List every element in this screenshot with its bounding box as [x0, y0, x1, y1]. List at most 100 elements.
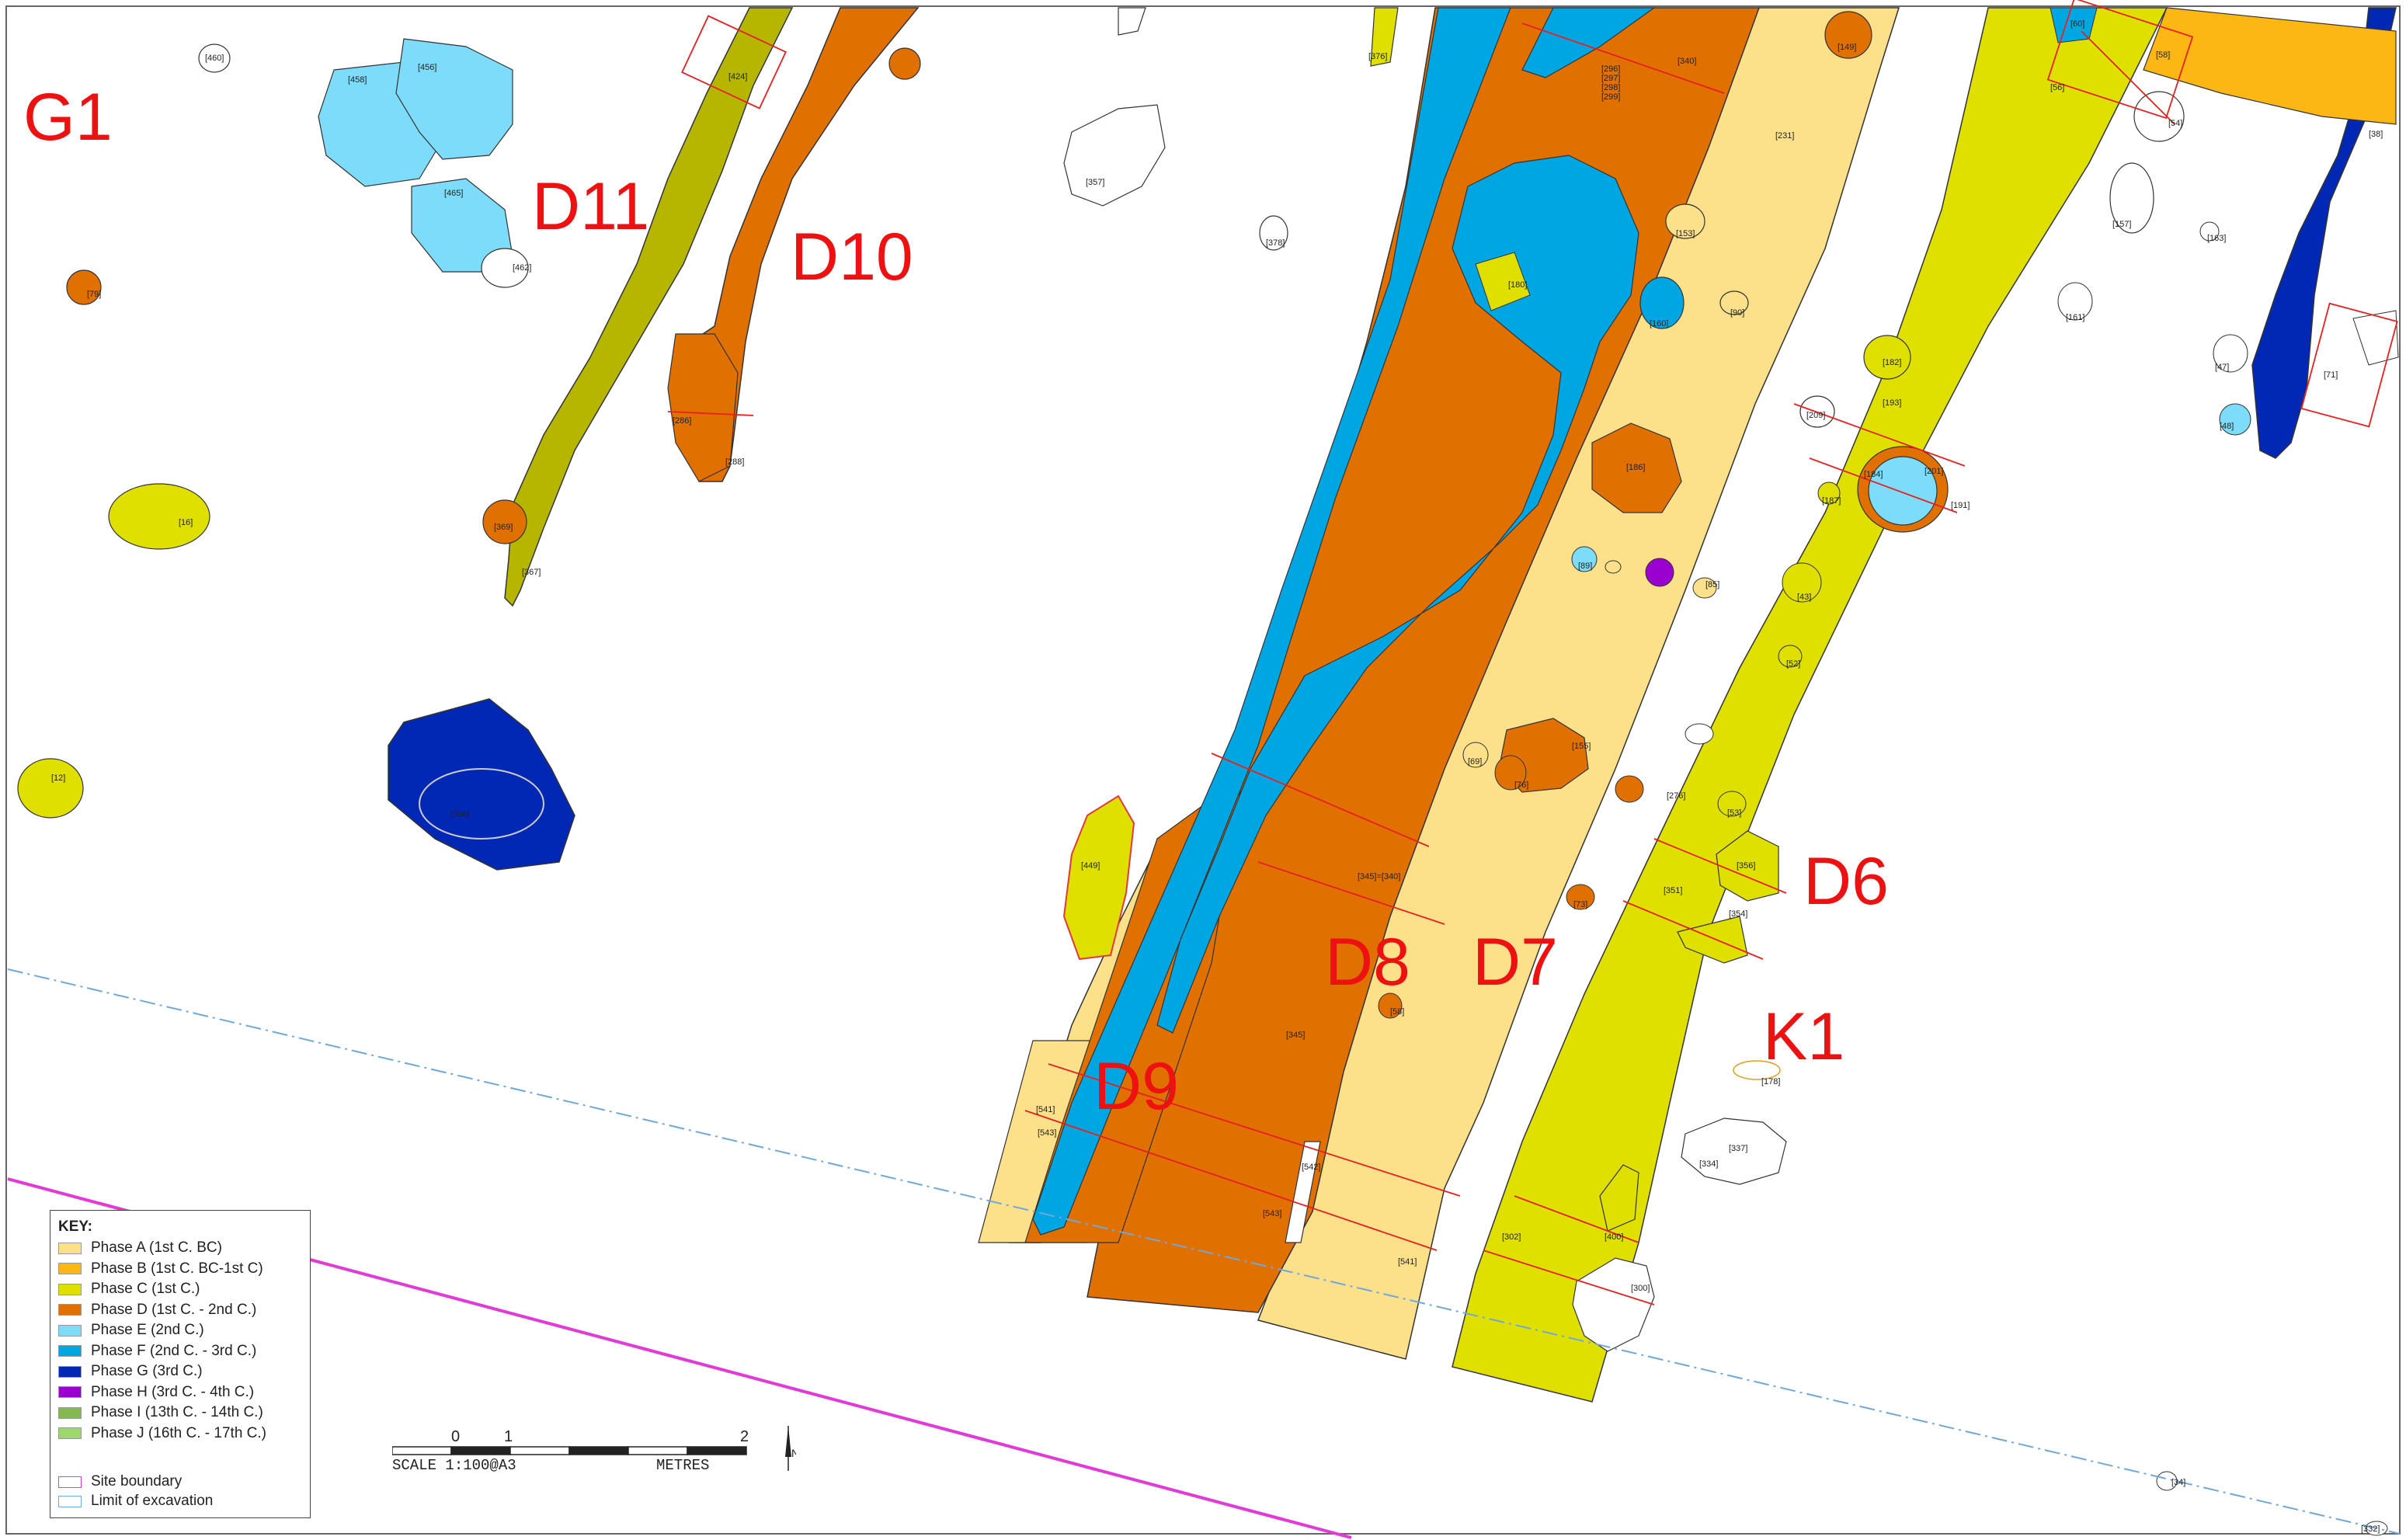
- context-276: [276]: [1667, 791, 1685, 801]
- context-424: [424]: [728, 72, 747, 82]
- label-d9: D9: [1093, 1049, 1179, 1124]
- channel-phase-f-top: [1521, 7, 1656, 78]
- context-193: [193]: [1883, 398, 1901, 408]
- pit-34: [2156, 1471, 2178, 1491]
- context-456: [456]: [418, 63, 436, 72]
- pit-153: [1665, 203, 1705, 239]
- context-297: [297]: [1601, 74, 1620, 83]
- pit-79: [66, 269, 102, 305]
- pit-43: [1782, 562, 1822, 603]
- context-157: [157]: [2112, 220, 2131, 229]
- context-161: [161]: [2066, 313, 2084, 322]
- legend-phase-item: Phase E (2nd C.): [58, 1321, 204, 1340]
- pit-phase-h: [1645, 558, 1674, 587]
- pit-542: [1285, 1141, 1321, 1243]
- context-180: [180]: [1508, 280, 1527, 290]
- phase-swatch-icon: [58, 1406, 82, 1419]
- context-367: [367]: [522, 568, 541, 577]
- excavation-limit-line: [7, 968, 2401, 1535]
- context-543: [543]: [1038, 1128, 1056, 1138]
- context-449: [449]: [1081, 861, 1100, 871]
- context-34: [34]: [2171, 1478, 2185, 1487]
- context-54: [54]: [2168, 119, 2182, 128]
- pit-460: [198, 43, 231, 73]
- context-89: [89]: [1578, 561, 1592, 571]
- context-543b: [543]: [1263, 1209, 1281, 1218]
- legend-phase-label: Phase A (1st C. BC): [91, 1239, 222, 1256]
- context-58: [58]: [1390, 1007, 1404, 1017]
- context-labels: [460] [456] [458] [465] [462] [424] [286…: [51, 19, 2383, 1534]
- pit-186: [1591, 422, 1682, 513]
- label-d8: D8: [1325, 925, 1410, 999]
- pit-178: [1733, 1060, 1781, 1080]
- pit-400: [1599, 1164, 1639, 1232]
- label-d7: D7: [1472, 925, 1558, 999]
- pit-53: [1717, 791, 1747, 817]
- context-71: [71]: [2324, 370, 2338, 380]
- context-182: [182]: [1883, 358, 1901, 367]
- pit-85: [1692, 577, 1717, 599]
- legend-phase-label: Phase I (13th C. - 14th C.): [91, 1404, 263, 1420]
- label-k1: K1: [1763, 999, 1844, 1074]
- context-85: [85]: [1705, 580, 1719, 589]
- feature-180: [1475, 252, 1531, 311]
- ditch-d10: [675, 7, 920, 482]
- context-541a: [541]: [1036, 1105, 1055, 1114]
- legend-site-boundary: Site boundary: [58, 1472, 182, 1491]
- context-337: [337]: [1729, 1144, 1747, 1153]
- context-153: [153]: [1676, 229, 1695, 238]
- legend-phase-label: Phase E (2nd C.): [91, 1322, 204, 1338]
- pit-300: [1572, 1257, 1655, 1352]
- context-462: [462]: [513, 263, 531, 273]
- phase-swatch-icon: [58, 1345, 82, 1357]
- pit-16: [108, 483, 210, 550]
- pit-306-inner: [419, 768, 544, 840]
- label-d10: D10: [791, 220, 913, 294]
- pit-357: [1063, 104, 1166, 207]
- legend: KEY: Phase A (1st C. BC) Phase B (1st C. …: [50, 1210, 311, 1518]
- context-52: [52]: [1786, 659, 1800, 669]
- phase-swatch-icon: [58, 1365, 82, 1378]
- context-541b: [541]: [1398, 1257, 1417, 1267]
- legend-phase-item: Phase B (1st C. BC-1st C): [58, 1260, 263, 1278]
- pit-160: [1639, 276, 1685, 329]
- legend-phase-label: Phase D (1st C. - 2nd C.): [91, 1301, 257, 1318]
- north-label: N: [791, 1447, 796, 1459]
- band-phase-b: [2143, 7, 2397, 125]
- pit-354: [1677, 916, 1748, 964]
- context-354: [354]: [1729, 909, 1747, 919]
- pit-73: [1566, 884, 1595, 910]
- context-345: [345]: [1286, 1031, 1305, 1040]
- context-231: [231]: [1775, 131, 1794, 141]
- pit-149: [1824, 11, 1872, 59]
- feature-369: [482, 499, 527, 544]
- pit-376: [1118, 7, 1146, 36]
- legend-phase-item: Phase J (16th C. - 17th C.): [58, 1424, 266, 1443]
- legend-title: KEY:: [58, 1218, 92, 1235]
- legend-phase-label: Phase C (1st C.): [91, 1281, 200, 1297]
- context-53: [53]: [1727, 808, 1741, 818]
- legend-phase-item: Phase A (1st C. BC): [58, 1239, 222, 1257]
- legend-phase-item: Phase D (1st C. - 2nd C.): [58, 1301, 256, 1319]
- context-369: [369]: [494, 523, 513, 532]
- context-340: [340]: [1678, 57, 1696, 66]
- pit-449: [1062, 794, 1135, 961]
- context-160: [160]: [1650, 319, 1668, 329]
- context-542: [542]: [1302, 1163, 1320, 1172]
- context-76: [76]: [1514, 780, 1528, 790]
- phase-swatch-icon: [58, 1304, 82, 1316]
- pit-378b: [1370, 7, 1399, 67]
- pit-76: [1494, 755, 1527, 791]
- context-191: [191]: [1951, 501, 1970, 510]
- pit-52: [1778, 645, 1803, 668]
- context-38: [38]: [2369, 130, 2383, 139]
- context-306: [306]: [450, 810, 469, 819]
- label-g1: G1: [23, 80, 113, 155]
- context-345-340: [345]=[340]: [1358, 872, 1400, 881]
- context-48: [48]: [2220, 422, 2234, 431]
- pit-209: [888, 47, 921, 80]
- north-arrow-icon: N: [785, 1426, 796, 1471]
- pit-12: [17, 758, 84, 819]
- excavation-limit-icon: [58, 1495, 82, 1507]
- pit-71: [2352, 310, 2399, 366]
